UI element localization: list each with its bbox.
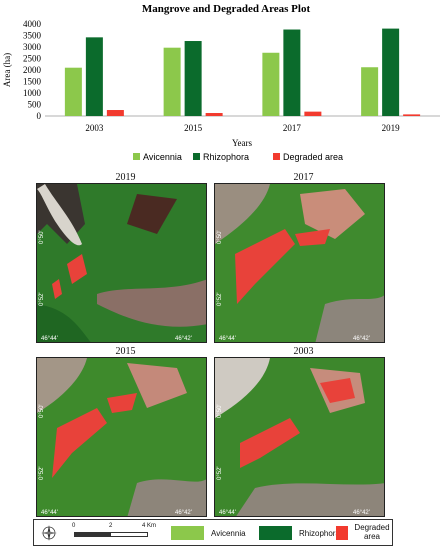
map-lat-bottom: 0°52': [39, 466, 45, 480]
bar-degraded-area-2015: [205, 113, 223, 116]
map-legend: 0 2 4 Km Avicennia Rhizophora Degraded a…: [33, 519, 393, 546]
x-tick-label: 2019: [382, 123, 401, 133]
legend-swatch: [193, 153, 200, 160]
map-lat-top: 0°50': [217, 230, 223, 244]
satellite-map-2003: 46°44' 46°42' 0°50' 0°52': [214, 357, 385, 517]
bar-rhizophora-2019: [382, 28, 400, 117]
legend-label-degraded: Degraded area: [354, 523, 390, 541]
x-tick-label: 2015: [184, 123, 203, 133]
map-title-2017: 2017: [293, 172, 314, 183]
legend-label: Rhizophora: [203, 152, 249, 162]
scale-bar-segment: [75, 533, 111, 536]
bar-avicennia-2015: [163, 47, 181, 116]
y-tick-label: 4000: [23, 19, 42, 29]
chart-legend: Avicennia Rhizophora Degraded area: [133, 152, 343, 162]
map-coord-right: 46°42': [175, 336, 192, 342]
scale-label-0: 0: [72, 523, 76, 529]
scale-label-2: 2: [109, 523, 113, 529]
map-lat-bottom: 0°52': [217, 466, 223, 480]
legend-label: Avicennia: [143, 152, 182, 162]
satellite-map-2017: 46°44' 46°42' 0°50' 0°52': [214, 183, 385, 343]
y-tick-label: 0: [37, 111, 42, 121]
legend-swatch-degraded: [336, 526, 348, 540]
x-axis-ticks: 2003 2015 2017 2019: [85, 123, 400, 133]
satellite-map-2019: 46°44' 46°42' 0°50' 0°52': [36, 183, 207, 343]
x-tick-label: 2017: [283, 123, 302, 133]
map-lat-top: 0°50': [39, 230, 45, 244]
bar-degraded-area-2017: [304, 111, 322, 116]
bar-rhizophora-2017: [283, 29, 301, 116]
legend-swatch: [273, 153, 280, 160]
y-tick-label: 500: [28, 100, 42, 110]
map-title-2003: 2003: [293, 346, 314, 357]
compass-icon: [41, 525, 57, 541]
map-lat-bottom: 0°52': [39, 292, 45, 306]
map-coord-left: 46°44': [41, 336, 58, 342]
map-coord-left: 46°44': [219, 336, 236, 342]
legend-label-avicennia: Avicennia: [211, 529, 246, 538]
x-axis-label: Years: [232, 138, 253, 148]
y-tick-label: 2500: [23, 54, 42, 64]
map-coord-left: 46°44': [41, 510, 58, 516]
scale-label-4: 4 Km: [142, 523, 157, 529]
map-coord-left: 46°44': [219, 510, 236, 516]
map-lat-bottom: 0°52': [217, 292, 223, 306]
x-tick-label: 2003: [85, 123, 104, 133]
bars-group: [64, 28, 421, 117]
map-coord-right: 46°42': [175, 510, 192, 516]
legend-label-rhizophora: Rhizophora: [299, 529, 340, 538]
bar-rhizophora-2003: [85, 37, 103, 117]
map-coord-right: 46°42': [353, 336, 370, 342]
bar-degraded-area-2003: [106, 110, 124, 116]
bar-avicennia-2019: [361, 67, 379, 116]
legend-swatch: [133, 153, 140, 160]
map-title-2019: 2019: [115, 172, 136, 183]
y-axis-label: Area (ha): [2, 53, 12, 87]
map-coord-right: 46°42': [353, 510, 370, 516]
legend-swatch-rhizophora: [259, 526, 292, 540]
bar-avicennia-2017: [262, 52, 280, 116]
legend-swatch-avicennia: [171, 526, 204, 540]
y-tick-label: 3500: [23, 31, 42, 41]
y-tick-label: 3000: [23, 42, 42, 52]
bar-degraded-area-2019: [403, 114, 421, 116]
bar-chart: Mangrove and Degraded Areas Plot Area (h…: [2, 3, 440, 162]
bar-avicennia-2003: [64, 67, 82, 116]
legend-label: Degraded area: [283, 152, 343, 162]
bar-rhizophora-2015: [184, 41, 202, 116]
map-lat-top: 0°50': [217, 404, 223, 418]
map-title-2015: 2015: [115, 346, 136, 357]
scale-bar: [74, 532, 148, 537]
y-tick-label: 2000: [23, 65, 42, 75]
y-tick-label: 1500: [23, 77, 42, 87]
y-tick-label: 1000: [23, 88, 42, 98]
satellite-map-2015: 46°44' 46°42' 0°50' 0°52': [36, 357, 207, 517]
chart-title: Mangrove and Degraded Areas Plot: [142, 3, 311, 15]
map-lat-top: 0°50': [39, 404, 45, 418]
